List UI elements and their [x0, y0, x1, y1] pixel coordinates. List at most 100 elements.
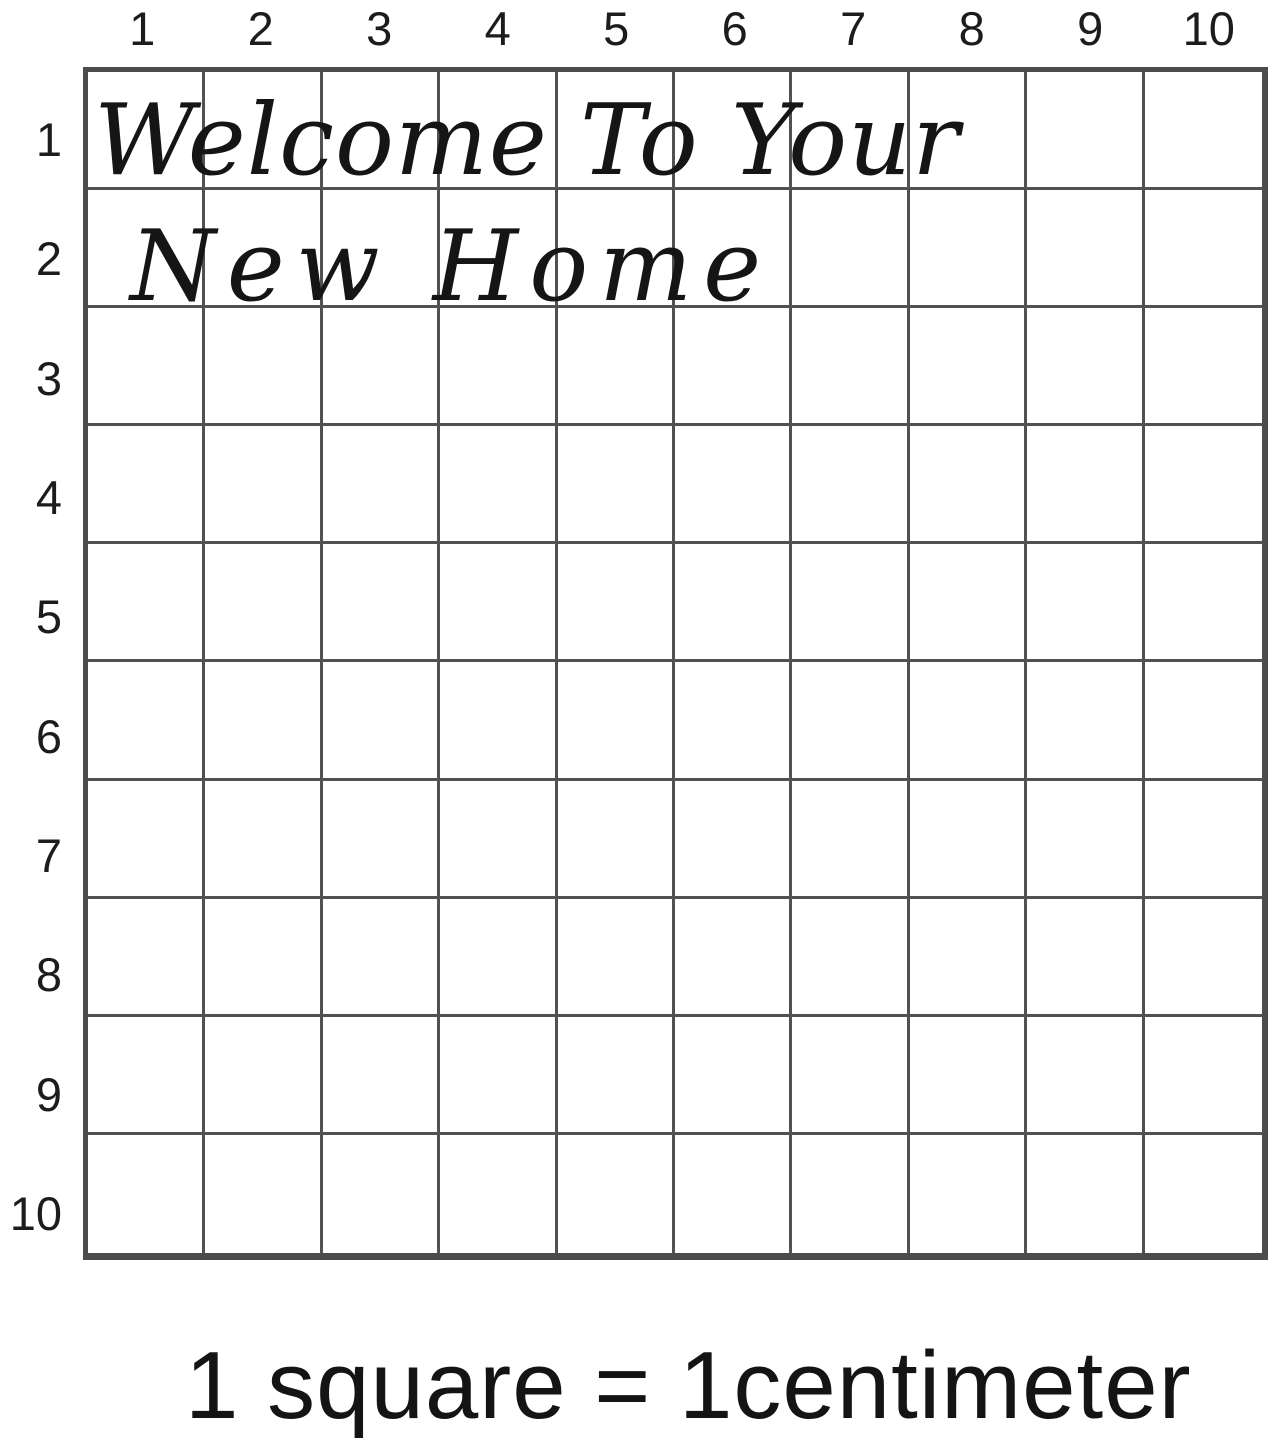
grid-cell	[557, 544, 675, 663]
grid-cell	[205, 1134, 323, 1253]
row-label: 4	[35, 471, 62, 525]
grid-cell	[1144, 190, 1262, 309]
grid-cell	[322, 544, 441, 663]
grid-cell	[88, 72, 206, 191]
grid-cell	[675, 72, 793, 191]
grid-cell	[792, 1134, 910, 1253]
grid-cell	[909, 72, 1028, 191]
grid-cell	[557, 308, 675, 427]
grid-cell	[440, 308, 558, 427]
grid-cell	[1027, 1134, 1145, 1253]
grid-cell	[88, 780, 206, 899]
grid-cell	[675, 1016, 793, 1135]
row-label: 1	[35, 113, 62, 167]
grid-cell	[205, 898, 323, 1017]
grid-cell	[323, 1134, 441, 1253]
grid-cell	[205, 662, 323, 781]
grid-cell	[88, 898, 206, 1017]
grid-cell	[909, 190, 1028, 309]
grid-cell	[322, 780, 441, 899]
grid-cell	[440, 780, 558, 899]
grid-cell	[205, 72, 323, 191]
grid-cell	[557, 898, 675, 1017]
grid-cell	[792, 898, 910, 1017]
grid-cell	[440, 898, 558, 1017]
column-label: 9	[1077, 2, 1104, 55]
grid-cell	[205, 426, 323, 545]
grid-cell	[558, 1134, 675, 1253]
grid-cell	[909, 898, 1028, 1017]
grid-cell	[1144, 72, 1262, 191]
column-label: 10	[1182, 2, 1235, 55]
grid-cell	[557, 662, 675, 781]
column-label: 1	[129, 2, 156, 55]
grid-cell	[909, 544, 1028, 663]
grid-cell	[88, 662, 206, 781]
grid-cell	[205, 308, 323, 427]
grid-cell	[1144, 781, 1262, 899]
grid-cell	[675, 1134, 793, 1253]
grid-cell	[792, 1016, 910, 1135]
grid-cell	[792, 544, 910, 663]
grid-cell	[675, 308, 793, 427]
row-label: 5	[35, 590, 62, 644]
grid-cell	[557, 1016, 675, 1135]
grid-cell	[205, 190, 323, 309]
grid-cell	[675, 544, 793, 663]
column-label: 8	[958, 2, 985, 55]
grid-cell	[440, 544, 558, 663]
grid-cell	[322, 308, 441, 427]
grid-cell	[440, 1134, 558, 1253]
grid-cell	[322, 662, 441, 781]
grid-cell	[1027, 1016, 1145, 1135]
grid-cell	[322, 190, 441, 309]
grid-cell	[675, 190, 793, 309]
grid-cell	[322, 72, 441, 191]
grid-cell	[1027, 780, 1145, 899]
grid-cell	[1144, 1017, 1262, 1135]
scale-caption: 1 square = 1centimeter	[185, 1332, 1192, 1439]
row-label: 2	[35, 232, 62, 286]
grid-cell	[909, 426, 1028, 545]
column-label: 2	[247, 2, 274, 55]
centimeter-grid	[83, 67, 1268, 1260]
grid-cell	[1144, 426, 1262, 545]
row-labels: 1 2 3 4 5 6 7 8 9 10	[0, 67, 74, 1260]
grid-cell	[1027, 308, 1145, 427]
grid-cell	[909, 1016, 1028, 1135]
grid-cell	[1027, 426, 1145, 545]
grid-cell	[675, 780, 793, 899]
grid-cell	[322, 426, 441, 545]
grid-cell	[440, 426, 558, 545]
grid-cell	[910, 1134, 1028, 1253]
grid-cell	[557, 426, 675, 545]
grid-cell	[557, 780, 675, 899]
column-label: 4	[484, 2, 511, 55]
grid-cell	[205, 544, 323, 663]
grid-cell	[1027, 190, 1145, 309]
row-label: 6	[35, 709, 62, 763]
grid-cell	[88, 544, 206, 663]
row-label: 8	[35, 948, 62, 1002]
grid-cell	[792, 308, 910, 427]
row-label: 3	[35, 351, 62, 405]
grid-cell	[675, 662, 793, 781]
grid-cell	[675, 426, 793, 545]
grid-cell	[675, 898, 793, 1017]
grid-cell	[440, 1016, 558, 1135]
grid-cell	[557, 72, 675, 191]
column-labels: 1 2 3 4 5 6 7 8 9 10	[83, 0, 1268, 62]
grid-cell	[1027, 72, 1145, 191]
grid-cell	[1027, 898, 1145, 1017]
grid-cell	[1144, 308, 1262, 427]
grid-cell	[322, 1016, 441, 1135]
grid-cell	[322, 898, 441, 1017]
grid-cell	[1027, 662, 1145, 781]
grid-cell	[1145, 1135, 1262, 1253]
grid-cell	[909, 780, 1028, 899]
grid-cell	[205, 1016, 323, 1135]
column-label: 3	[366, 2, 393, 55]
grid-cell	[88, 308, 206, 427]
grid-cell	[557, 190, 675, 309]
